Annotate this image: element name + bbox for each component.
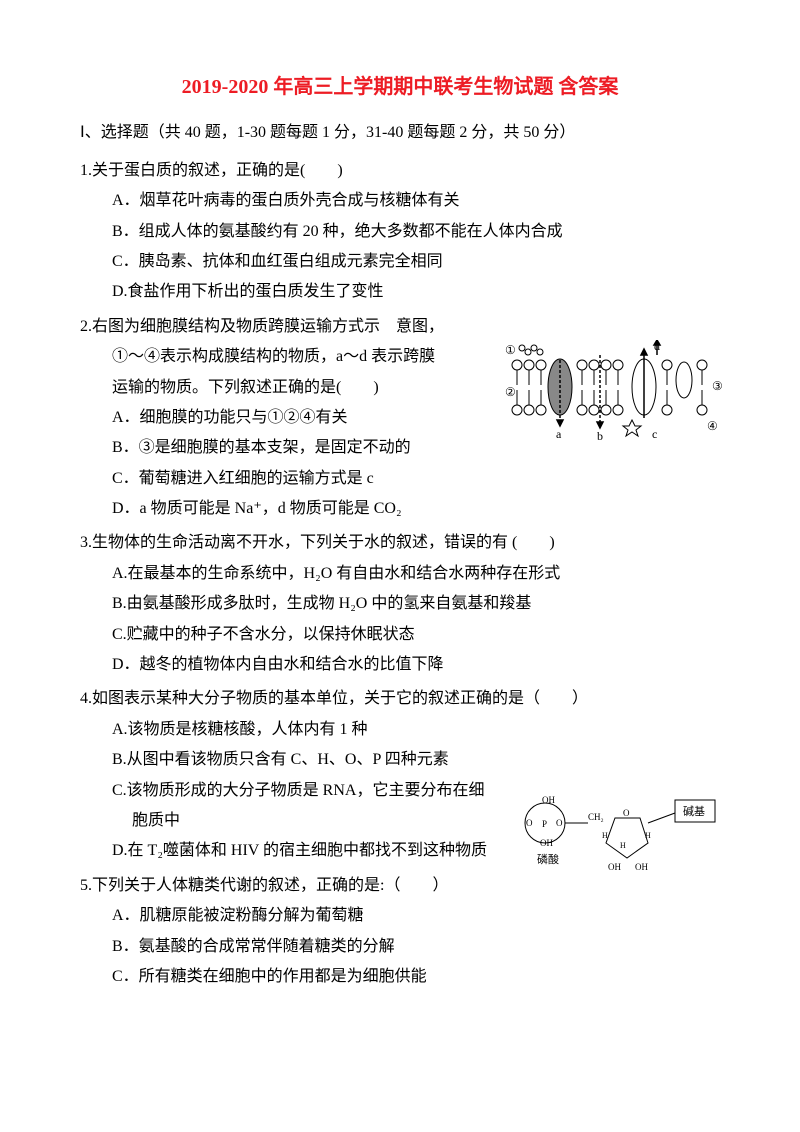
q2-option-d: D．a 物质可能是 Na⁺，d 物质可能是 CO₂ <box>112 494 720 524</box>
label-a: a <box>556 427 562 441</box>
q4-option-b: B.从图中看该物质只含有 C、H、O、P 四种元素 <box>112 745 542 775</box>
q2-line3: 运输的物质。下列叙述正确的是( ) <box>112 373 512 403</box>
q1-option-b: B．组成人体的氨基酸约有 20 种，绝大多数都不能在人体内合成 <box>112 217 720 247</box>
question-3: 3.生物体的生命活动离不开水，下列关于水的叙述，错误的有 ( ) A.在最基本的… <box>80 528 720 680</box>
sugar-o: O <box>623 808 630 818</box>
question-1: 1.关于蛋白质的叙述，正确的是( ) A．烟草花叶病毒的蛋白质外壳合成与核糖体有… <box>80 156 720 308</box>
label-2: ② <box>505 385 516 399</box>
label-b: b <box>597 429 603 443</box>
label-c: c <box>652 427 657 441</box>
q2-option-c: C．葡萄糖进入红细胞的运输方式是 c <box>112 464 720 494</box>
label-1: ① <box>505 343 516 357</box>
sugar-h1: H <box>602 831 608 840</box>
sugar-oh1: OH <box>608 862 621 872</box>
cell-membrane-diagram: ① ② ③ ④ a b c d <box>502 340 722 450</box>
lipid-tails-top <box>517 370 702 385</box>
q4-option-a: A.该物质是核糖核酸，人体内有 1 种 <box>112 715 542 745</box>
lipid-tails-bottom <box>517 390 702 405</box>
atp-star <box>623 420 641 436</box>
sugar-oh2: OH <box>635 862 648 872</box>
question-5: 5.下列关于人体糖类代谢的叙述，正确的是:（ ） A．肌糖原能被淀粉酶分解为葡萄… <box>80 871 720 993</box>
q3-text: 3.生物体的生命活动离不开水，下列关于水的叙述，错误的有 ( ) <box>80 528 720 558</box>
glyco-chains <box>519 345 543 355</box>
atom-oh2: OH <box>540 838 553 848</box>
protein-3 <box>676 362 692 398</box>
section-header: Ⅰ、选择题（共 40 题，1-30 题每题 1 分，31-40 题每题 2 分，… <box>80 119 720 148</box>
q4-text: 4.如图表示某种大分子物质的基本单位，关于它的叙述正确的是（ ） <box>80 684 720 714</box>
atom-o2: O <box>556 818 563 828</box>
nucleotide-diagram: OH O P O OH 磷酸 CH₂ O H H OH OH H 碱基 <box>520 788 720 878</box>
exam-title: 2019-2020 年高三上学期期中联考生物试题 含答案 <box>80 70 720 99</box>
q3-option-a: A.在最基本的生命系统中，H₂O 有自由水和结合水两种存在形式 <box>112 559 720 589</box>
atom-oh1: OH <box>542 795 555 805</box>
q1-option-a: A．烟草花叶病毒的蛋白质外壳合成与核糖体有关 <box>112 186 720 216</box>
q3-option-b: B.由氨基酸形成多肽时，生成物 H₂O 中的氢来自氨基和羧基 <box>112 589 720 619</box>
q1-option-d: D.食盐作用下析出的蛋白质发生了变性 <box>112 277 720 307</box>
q3-option-d: D．越冬的植物体内自由水和结合水的比值下降 <box>112 650 720 680</box>
label-4: ④ <box>707 419 718 433</box>
q2-line1: 2.右图为细胞膜结构及物质跨膜运输方式示 意图， <box>80 312 480 342</box>
sugar-h3: H <box>620 841 626 850</box>
sugar-h2: H <box>645 831 651 840</box>
q4-option-c1: C.该物质形成的大分子物质是 RNA，它主要分布在细 <box>112 776 542 806</box>
q5-option-c: C．所有糖类在细胞中的作用都是为细胞供能 <box>112 962 720 992</box>
q5-option-a: A．肌糖原能被淀粉酶分解为葡萄糖 <box>112 901 720 931</box>
phosphate-label: 磷酸 <box>537 852 559 866</box>
label-3: ③ <box>712 379 722 393</box>
q5-option-b: B．氨基酸的合成常常伴随着糖类的分解 <box>112 932 720 962</box>
label-d: d <box>654 340 660 353</box>
lipid-bottom-row <box>512 405 707 415</box>
q1-option-c: C．胰岛素、抗体和血红蛋白组成元素完全相同 <box>112 247 720 277</box>
q1-text: 1.关于蛋白质的叙述，正确的是( ) <box>80 156 720 186</box>
ribose-sugar: O H H OH OH H <box>602 808 651 872</box>
base-label: 碱基 <box>683 805 705 818</box>
atom-p: P <box>542 819 547 829</box>
q2-line2: ①～④表示构成膜结构的物质，a～d 表示跨膜 <box>112 342 512 372</box>
q3-option-c: C.贮藏中的种子不含水分，以保持休眠状态 <box>112 620 720 650</box>
atom-o1: O <box>526 818 533 828</box>
ch2-label: CH₂ <box>588 812 604 822</box>
